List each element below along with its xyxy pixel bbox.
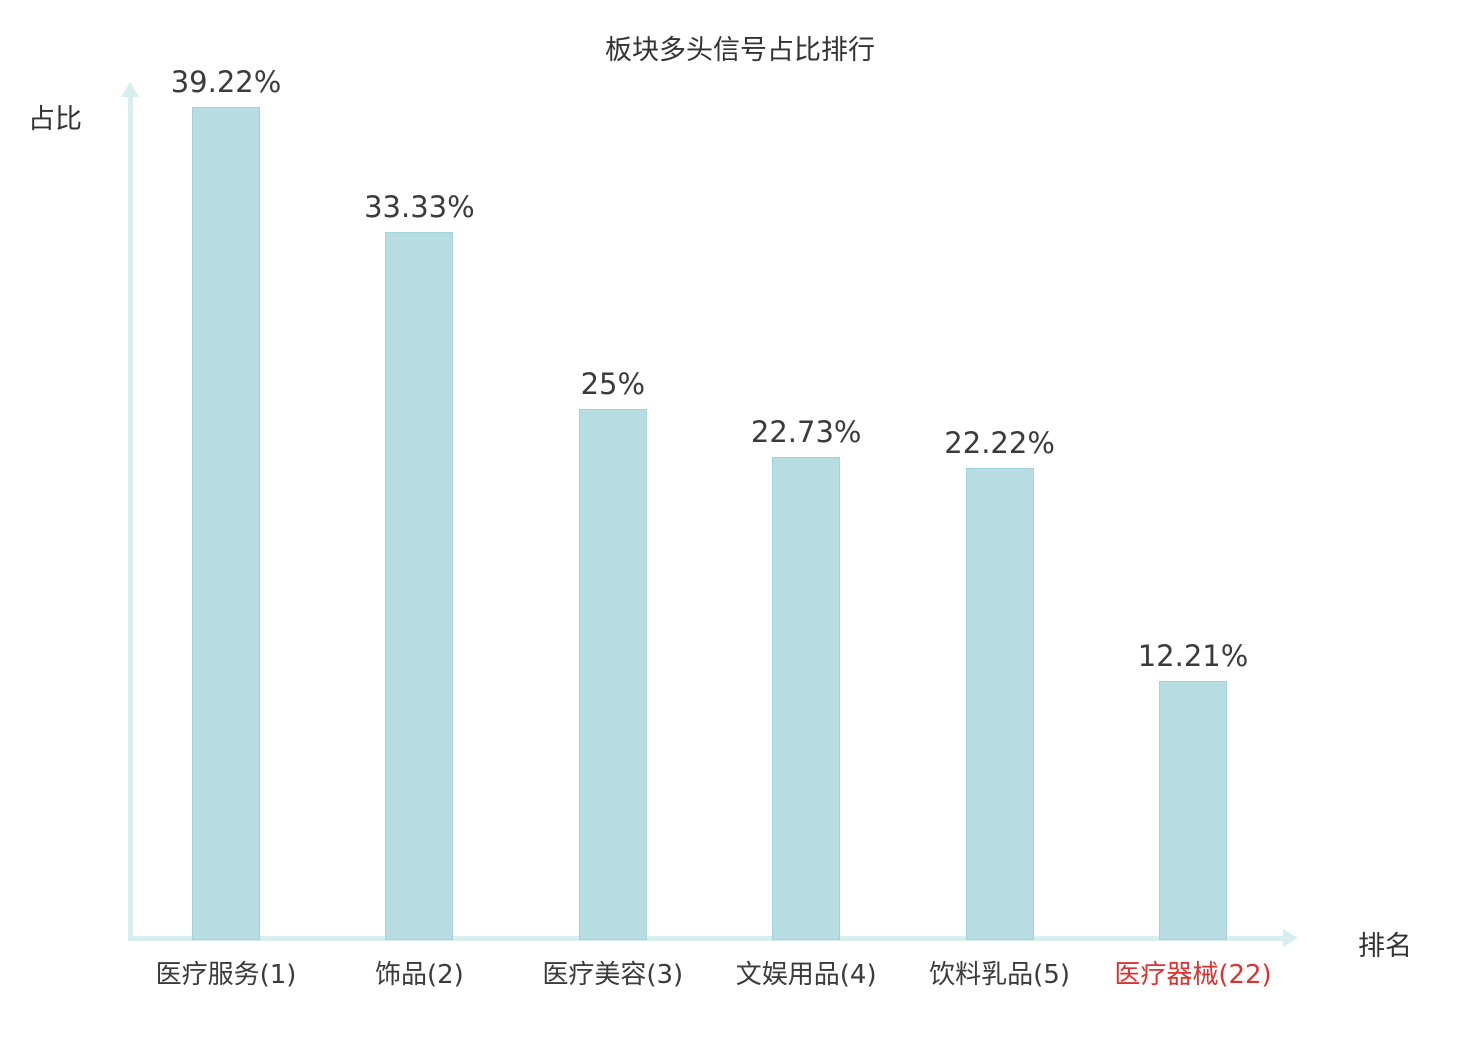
x-axis-label: 排名	[1358, 931, 1412, 962]
bar-value-label: 33.33%	[364, 190, 475, 224]
category-label: 饰品(2)	[374, 960, 464, 990]
category-label: 医疗器械(22)	[1114, 960, 1272, 990]
plot-area: 39.22% 医疗服务(1) 33.33% 饰品(2) 25% 医疗美容(3) 22.73%…	[133, 65, 1313, 990]
bar	[1159, 681, 1227, 940]
x-axis-arrow-icon	[1283, 929, 1298, 947]
bar-value-label: 39.22%	[170, 65, 282, 99]
y-axis-line	[128, 96, 133, 937]
y-axis-label: 占比	[28, 104, 82, 135]
y-axis-arrow-icon	[121, 82, 139, 97]
category-label: 医疗美容(3)	[542, 960, 684, 990]
bar	[965, 468, 1034, 940]
chart-title: 板块多头信号占比排行	[605, 35, 875, 66]
bar	[578, 409, 647, 940]
bar-value-label: 22.73%	[750, 415, 862, 449]
bar	[772, 457, 841, 940]
bar	[385, 232, 454, 940]
bar	[192, 107, 260, 940]
bar-value-label: 25%	[580, 367, 646, 401]
bar-value-label: 12.21%	[1137, 639, 1249, 673]
category-label: 饮料乳品(5)	[929, 960, 1071, 990]
category-label: 文娱用品(4)	[735, 960, 877, 990]
x-axis-line	[128, 936, 1285, 941]
bar-value-label: 22.22%	[944, 426, 1055, 460]
category-label: 医疗服务(1)	[155, 960, 297, 990]
